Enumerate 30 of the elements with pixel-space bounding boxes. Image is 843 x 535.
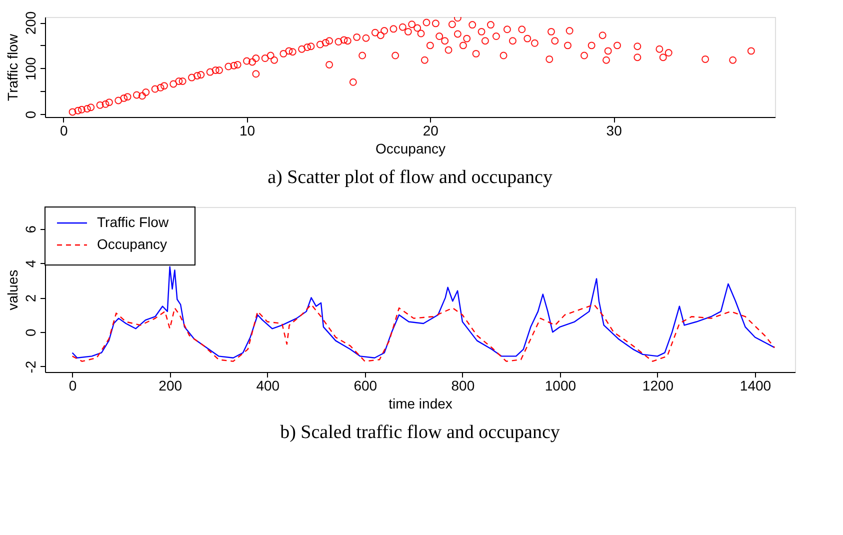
x-tick-label: 800 xyxy=(451,378,475,394)
legend-label: Occupancy xyxy=(97,236,168,252)
text: a) Scatter plot of flow and occupancy xyxy=(268,167,553,188)
y-tick-label: 0 xyxy=(22,328,38,336)
y-tick-label: 4 xyxy=(22,260,38,268)
x-tick-label: 1200 xyxy=(642,378,674,394)
x-tick-label: 0 xyxy=(68,378,77,394)
x-tick-label: 200 xyxy=(158,378,182,394)
y-axis-title: values xyxy=(4,270,20,310)
x-axis-title: time index xyxy=(388,396,452,412)
x-tick-label: 20 xyxy=(422,122,439,138)
x-axis-title: Occupancy xyxy=(375,140,446,156)
line-series xyxy=(72,304,776,362)
y-axis-title: Traffic flow xyxy=(4,33,20,101)
text: b) Scaled traffic flow and occupancy xyxy=(280,422,560,443)
y-tick-label: 100 xyxy=(22,56,38,81)
y-tick-label: 0 xyxy=(22,110,38,119)
x-tick-label: 1000 xyxy=(544,378,576,394)
x-tick-label: 30 xyxy=(606,122,622,138)
y-tick-label: -2 xyxy=(22,360,38,374)
x-tick-label: 1400 xyxy=(740,378,772,394)
y-tick-label: 6 xyxy=(22,225,38,234)
x-tick-label: 400 xyxy=(256,378,280,394)
y-tick-label: 200 xyxy=(22,11,38,35)
legend-label: Traffic Flow xyxy=(97,214,170,230)
y-tick-label: 2 xyxy=(22,294,38,302)
x-tick-label: 0 xyxy=(60,122,68,138)
x-tick-label: 10 xyxy=(239,122,256,138)
line-series xyxy=(72,266,776,358)
x-tick-label: 600 xyxy=(354,378,378,394)
